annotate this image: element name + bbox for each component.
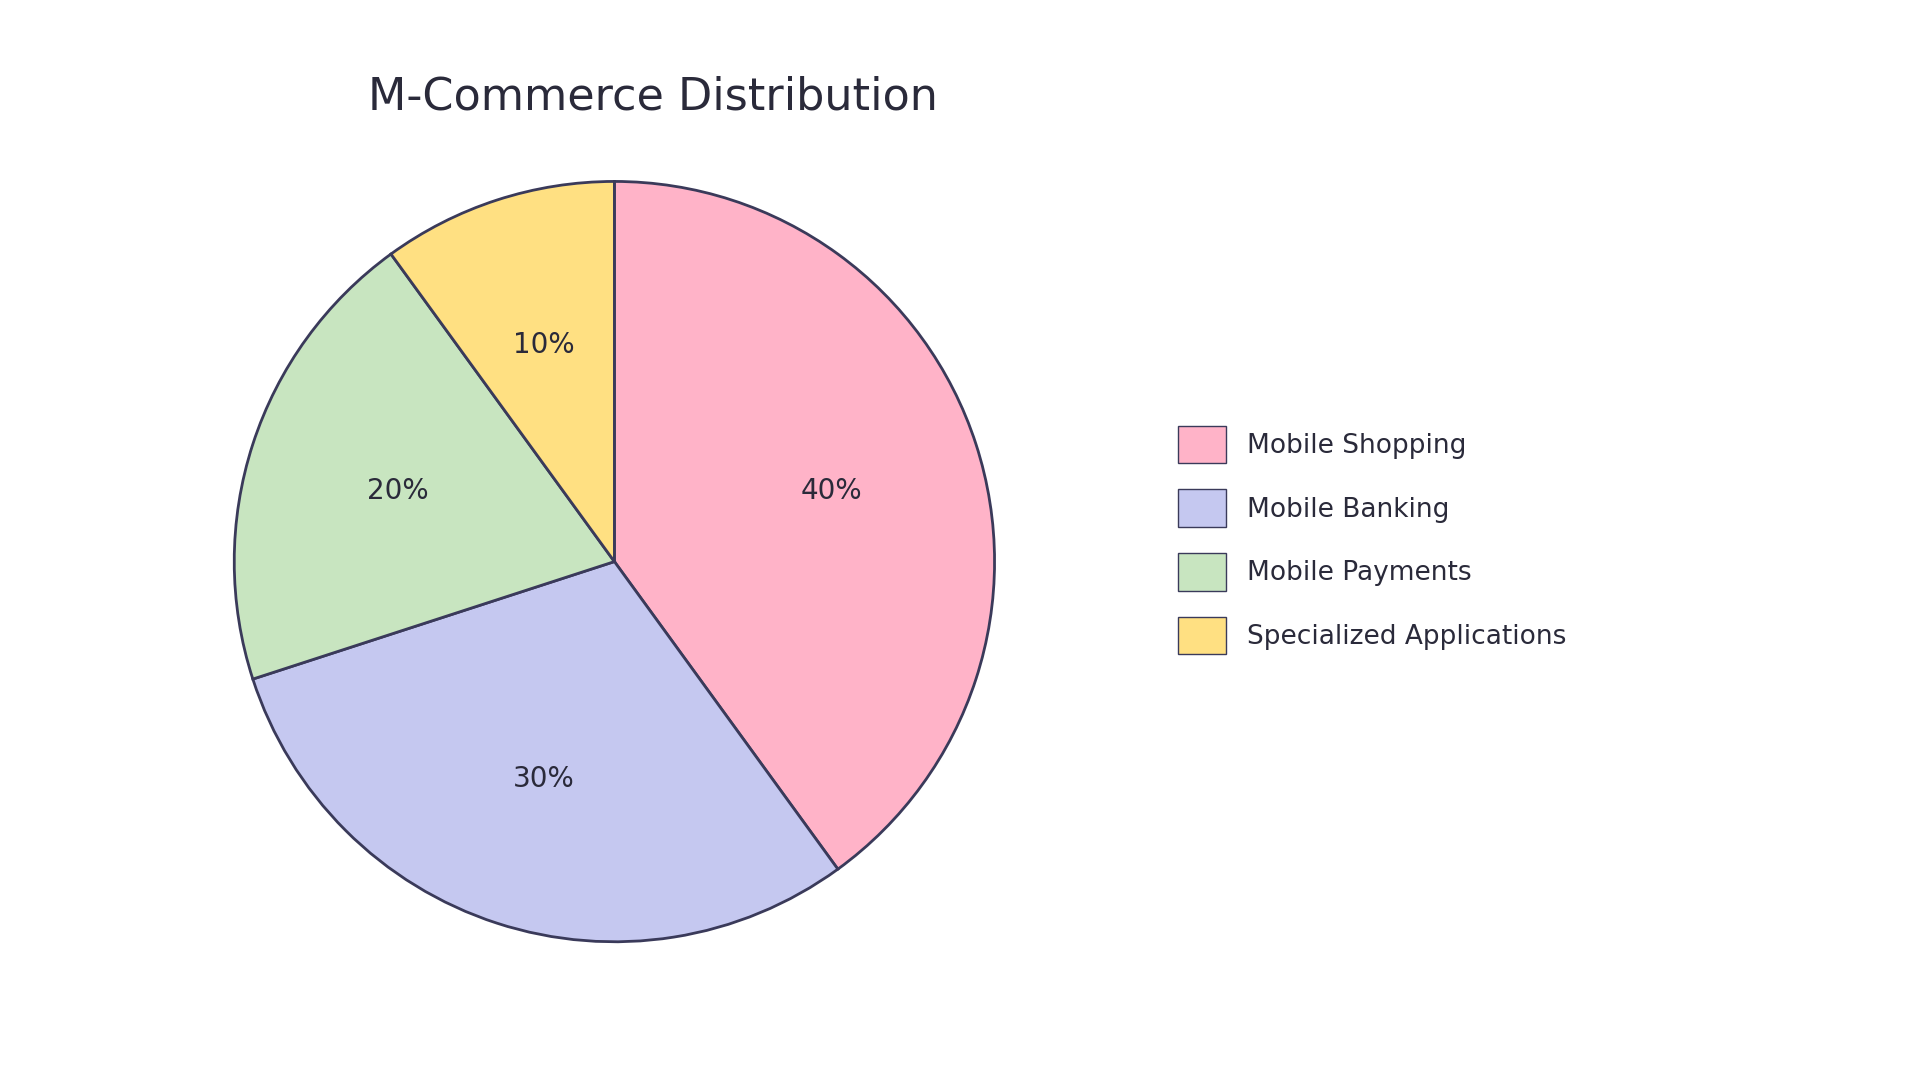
Wedge shape (253, 562, 837, 942)
Text: M-Commerce Distribution: M-Commerce Distribution (369, 76, 937, 119)
Text: 20%: 20% (367, 477, 428, 505)
Wedge shape (392, 181, 614, 562)
Wedge shape (614, 181, 995, 869)
Wedge shape (234, 254, 614, 679)
Text: 30%: 30% (513, 765, 574, 793)
Text: 10%: 10% (513, 330, 574, 359)
Text: 40%: 40% (801, 477, 862, 505)
Legend: Mobile Shopping, Mobile Banking, Mobile Payments, Specialized Applications: Mobile Shopping, Mobile Banking, Mobile … (1165, 413, 1580, 667)
